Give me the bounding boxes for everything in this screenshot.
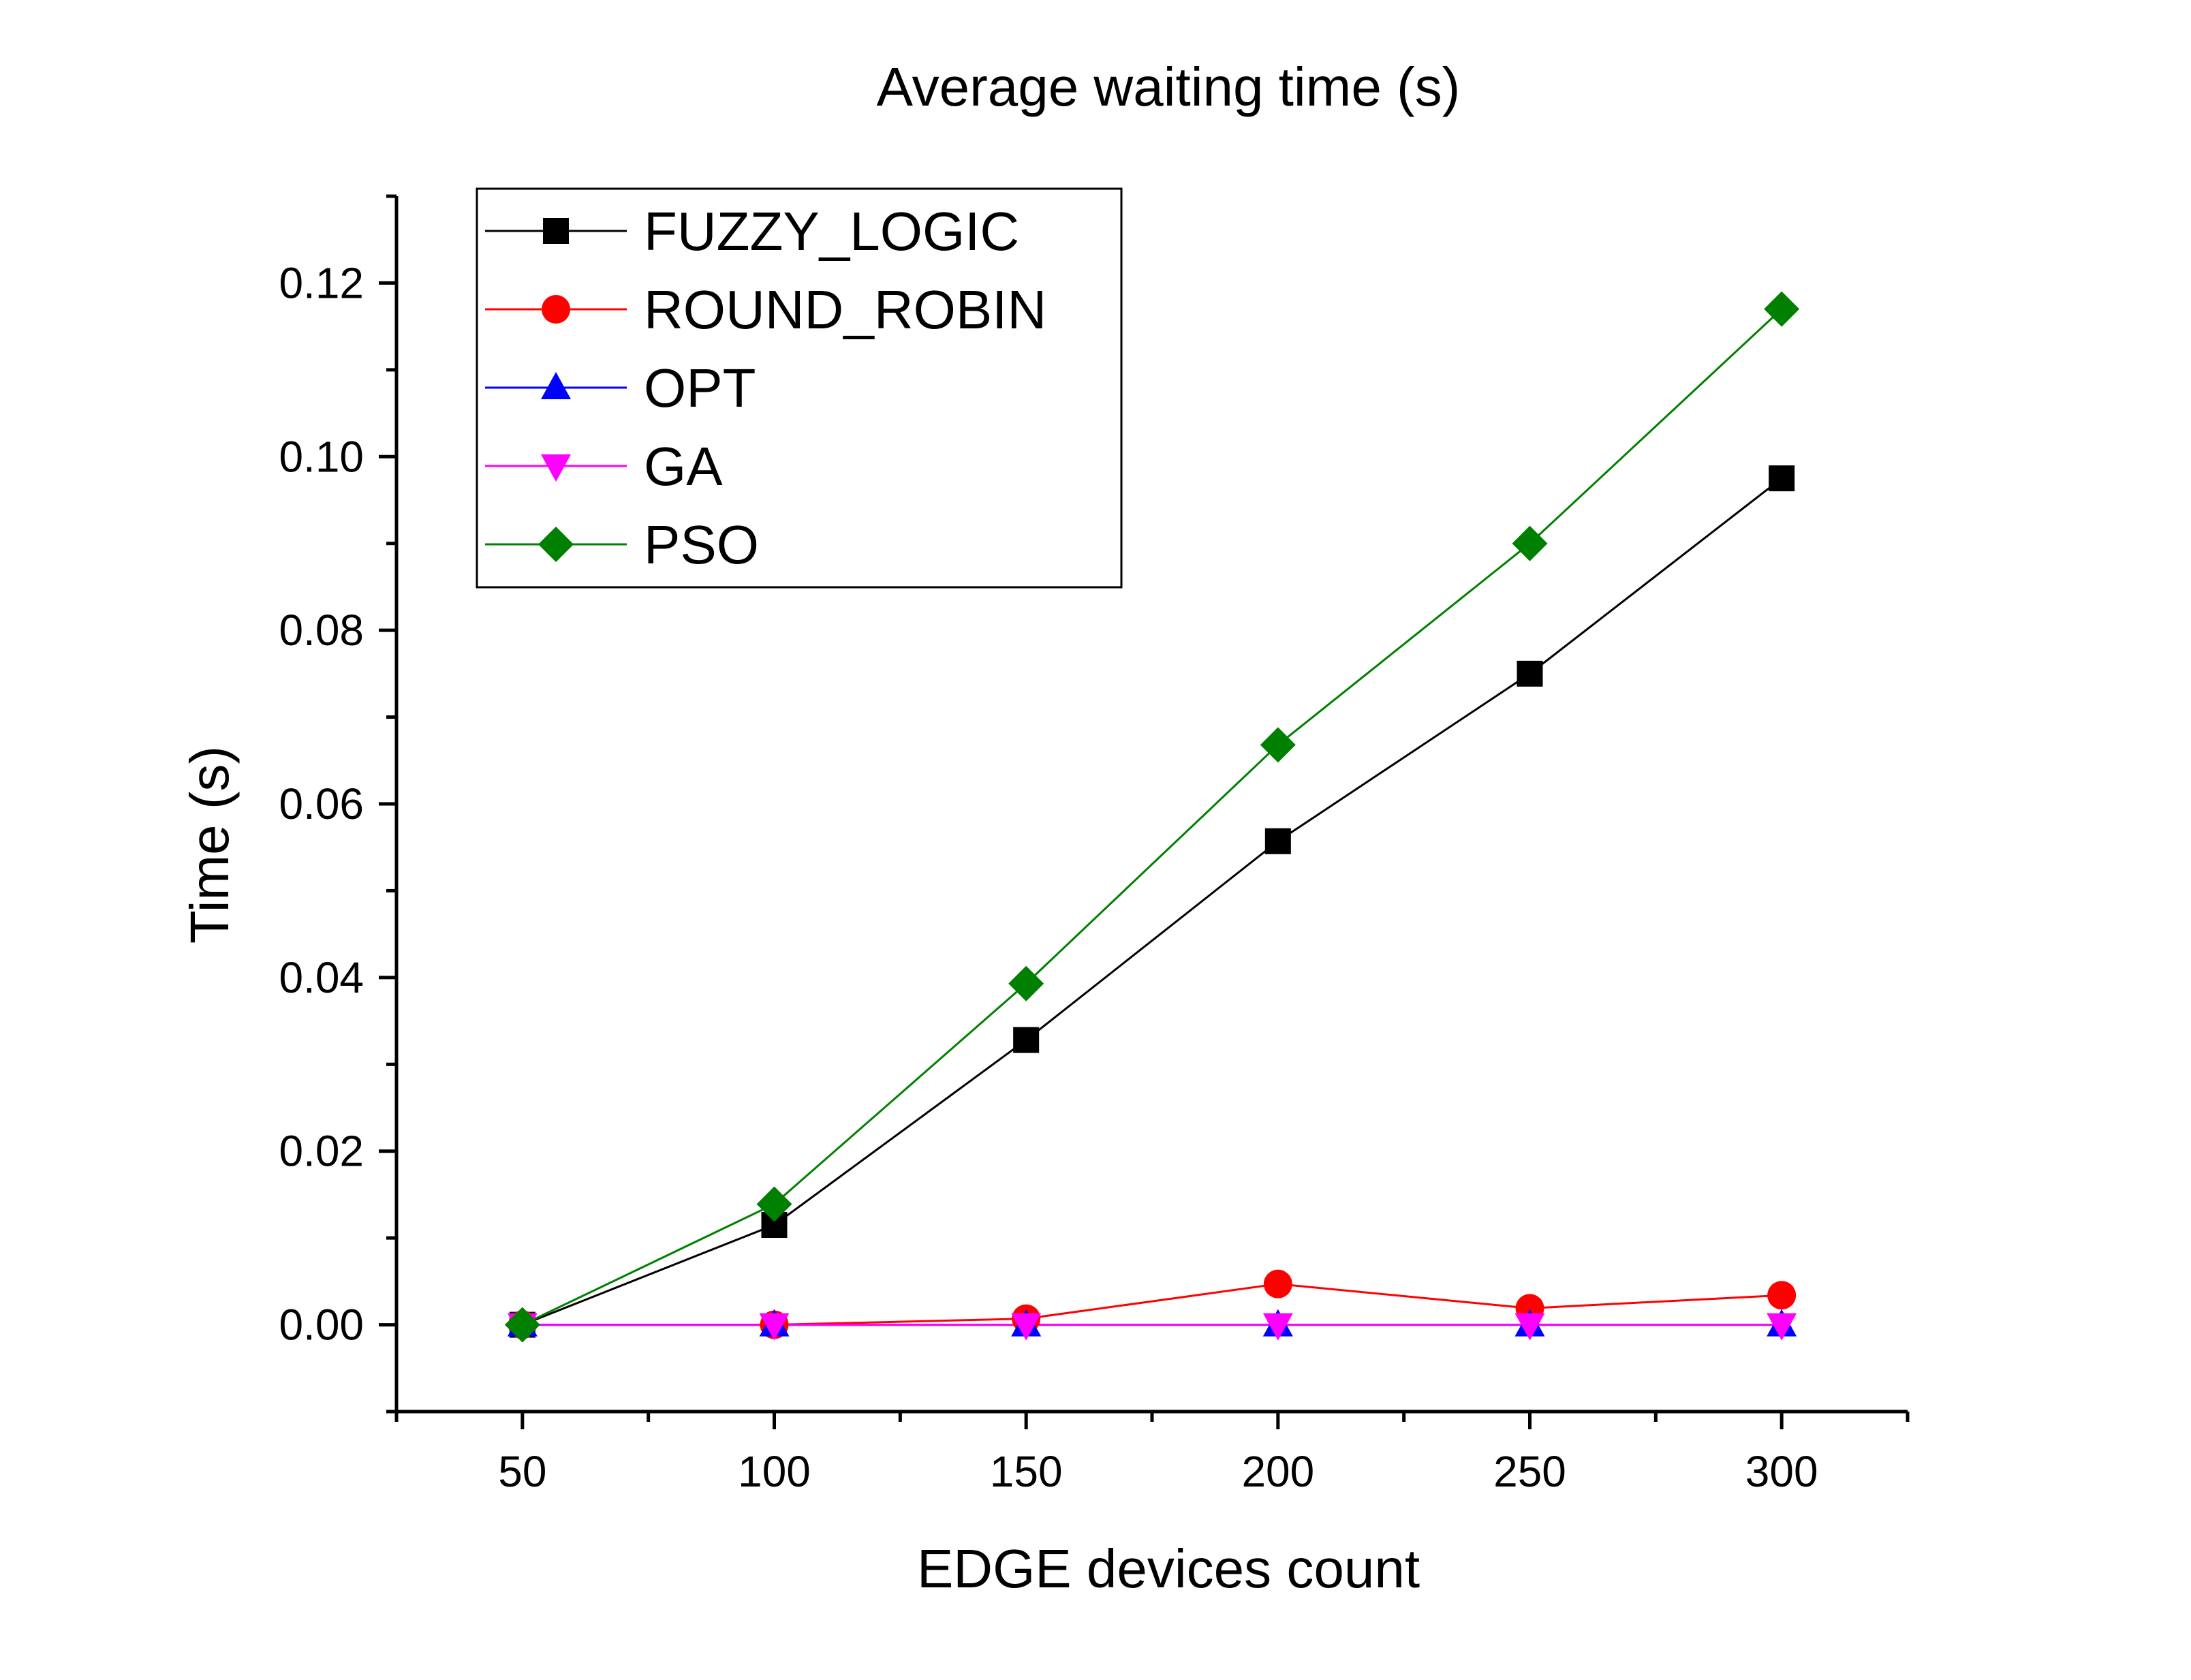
x-axis-ticks: 50 100 150 200 250 300 — [394, 1412, 1910, 1496]
x-axis-label: EDGE devices count — [917, 1538, 1420, 1599]
y-tick-label: 0.10 — [279, 432, 364, 481]
data-point — [759, 1313, 790, 1341]
data-point — [1011, 1313, 1042, 1341]
x-tick-label: 100 — [738, 1447, 811, 1496]
data-point — [1517, 660, 1543, 687]
legend-label: GA — [644, 436, 723, 497]
y-tick-label: 0.08 — [279, 606, 364, 655]
data-point — [756, 1186, 792, 1222]
data-point — [1264, 828, 1291, 854]
legend-marker — [541, 454, 571, 482]
y-tick-label: 0.02 — [279, 1127, 364, 1176]
data-point — [1512, 525, 1548, 561]
data-point — [1769, 465, 1795, 492]
y-axis-label: Time (s) — [179, 746, 240, 944]
legend-label: ROUND_ROBIN — [644, 279, 1046, 340]
data-point — [1262, 1313, 1293, 1341]
series-layer — [504, 291, 1800, 1343]
x-tick-label: 50 — [498, 1447, 546, 1496]
legend-label: OPT — [644, 358, 756, 418]
data-point — [1013, 1027, 1040, 1053]
x-tick-label: 200 — [1241, 1447, 1314, 1496]
y-tick-label: 0.06 — [279, 779, 364, 828]
legend-marker — [538, 527, 574, 562]
y-axis-ticks: 0.00 0.02 0.04 0.06 0.08 0.10 0.12 — [279, 194, 397, 1414]
legend-label: PSO — [644, 514, 759, 575]
data-point — [504, 1307, 540, 1343]
y-tick-label: 0.12 — [279, 258, 364, 307]
legend-label: FUZZY_LOGIC — [644, 201, 1019, 262]
x-tick-label: 150 — [990, 1447, 1063, 1496]
data-point — [1767, 1313, 1797, 1341]
legend-marker — [541, 372, 571, 399]
data-point — [1767, 1281, 1797, 1310]
x-tick-label: 300 — [1745, 1447, 1818, 1496]
data-point — [1008, 965, 1044, 1001]
data-point — [1764, 291, 1800, 327]
y-tick-label: 0.00 — [279, 1301, 364, 1350]
series-line — [522, 1283, 1782, 1326]
series-line — [522, 477, 1783, 1326]
series-line — [522, 308, 1783, 1326]
data-point — [1263, 1269, 1292, 1298]
legend-marker — [542, 295, 570, 324]
x-tick-label: 250 — [1493, 1447, 1566, 1496]
data-point — [1260, 727, 1296, 763]
y-tick-label: 0.04 — [279, 953, 364, 1002]
legend: FUZZY_LOGIC ROUND_ROBIN OPT GA PSO — [476, 187, 1123, 589]
legend-marker — [543, 218, 569, 244]
data-point — [1514, 1313, 1545, 1341]
chart-title: Average waiting time (s) — [877, 57, 1461, 117]
